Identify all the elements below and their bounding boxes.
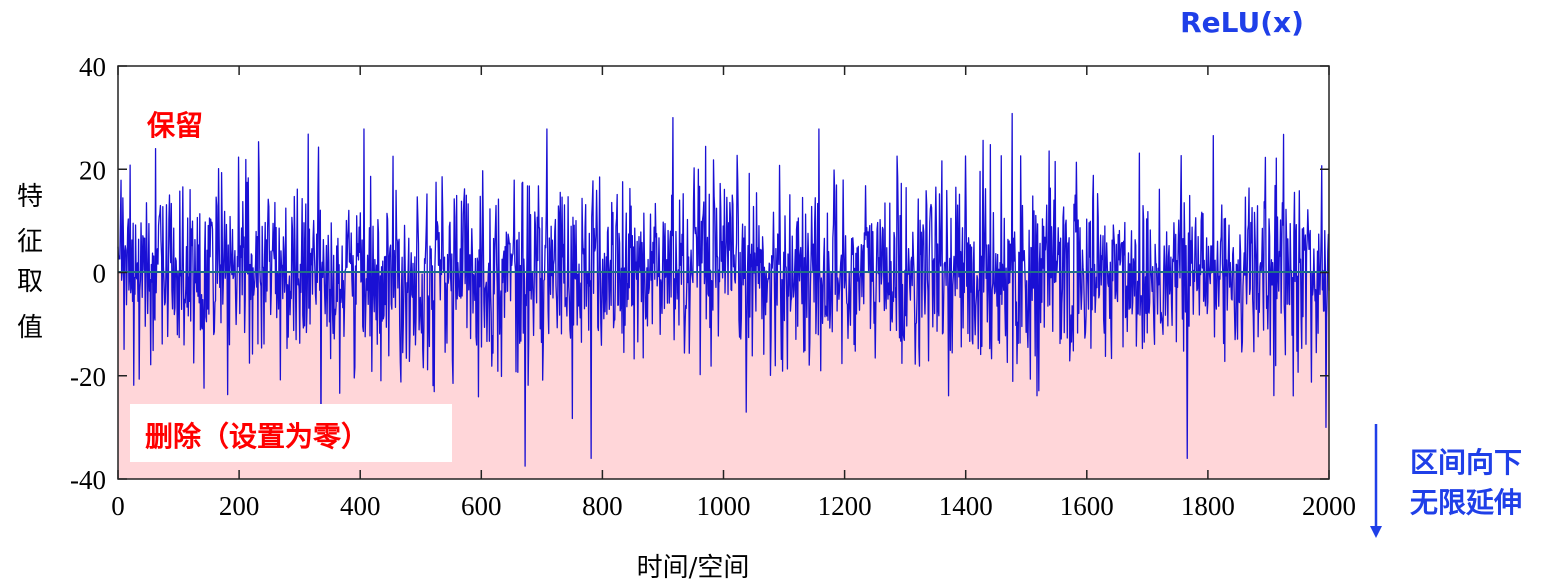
- delete-label: 删除（设置为零）: [145, 420, 369, 453]
- x-tick-label: 0: [111, 491, 125, 521]
- x-axis: 0 200 400 600 800 1000 1200 1400 1600 1800 2000: [111, 66, 1356, 521]
- y-tick-label: -40: [70, 465, 106, 495]
- x-tick-label: 1200: [818, 491, 872, 521]
- extend-label-line2: 无限延伸: [1410, 486, 1522, 519]
- x-tick-label: 1000: [697, 491, 751, 521]
- x-tick-label: 1400: [939, 491, 993, 521]
- extend-label-line1: 区间向下: [1410, 446, 1522, 479]
- y-axis-title-char-2: 征: [17, 227, 43, 257]
- y-tick-label: 40: [79, 52, 106, 82]
- x-tick-label: 1600: [1060, 491, 1114, 521]
- y-axis-title-char-4: 值: [17, 313, 43, 343]
- extend-arrow-head: [1370, 526, 1382, 538]
- x-tick-label: 200: [219, 491, 260, 521]
- x-tick-label: 400: [340, 491, 381, 521]
- y-tick-label: 20: [79, 155, 106, 185]
- y-tick-label: 0: [93, 259, 107, 289]
- x-tick-label: 1800: [1181, 491, 1235, 521]
- y-tick-label: -20: [70, 362, 106, 392]
- x-tick-label: 800: [582, 491, 623, 521]
- signal-series: [117, 112, 1330, 467]
- y-axis: 40 20 0 -20 -40: [70, 52, 1329, 495]
- x-axis-title: 时间/空间: [637, 553, 750, 583]
- y-axis-title-char-1: 特: [17, 182, 43, 212]
- x-tick-label: 600: [461, 491, 502, 521]
- keep-label: 保留: [147, 109, 203, 142]
- delete-label-box: [130, 404, 452, 462]
- relu-label: ReLU(x): [1180, 6, 1304, 39]
- x-tick-label: 2000: [1302, 491, 1356, 521]
- signal-line: [117, 112, 1330, 467]
- y-axis-title-char-3: 取: [17, 267, 43, 297]
